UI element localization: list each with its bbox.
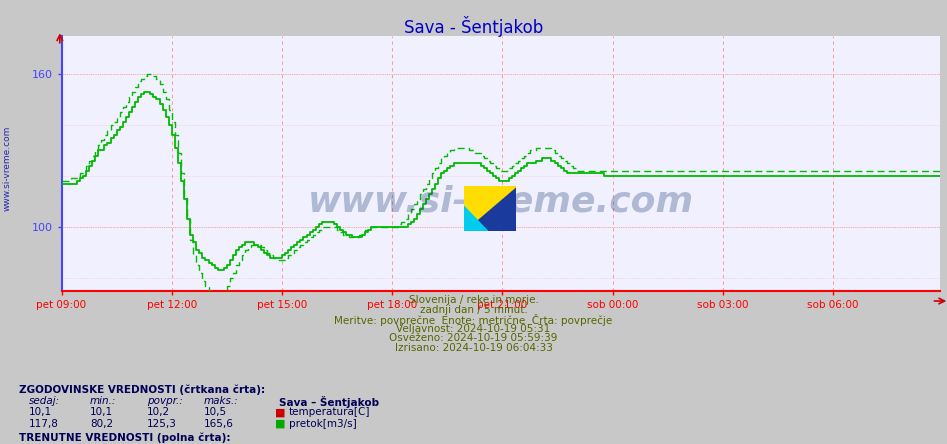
Text: 10,2: 10,2 [147, 407, 170, 417]
Text: Meritve: povprečne  Enote: metrične  Črta: povprečje: Meritve: povprečne Enote: metrične Črta:… [334, 314, 613, 326]
Text: ■: ■ [275, 419, 285, 429]
Text: min.:: min.: [90, 396, 116, 406]
Text: Veljavnost: 2024-10-19 05:31: Veljavnost: 2024-10-19 05:31 [397, 324, 550, 334]
Text: Osveženo: 2024-10-19 05:59:39: Osveženo: 2024-10-19 05:59:39 [389, 333, 558, 344]
Polygon shape [464, 206, 488, 231]
Text: maks.:: maks.: [204, 396, 239, 406]
Text: 10,1: 10,1 [28, 407, 51, 417]
Text: pretok[m3/s]: pretok[m3/s] [289, 419, 357, 429]
Text: povpr.:: povpr.: [147, 396, 183, 406]
Text: 80,2: 80,2 [90, 419, 113, 429]
Text: sedaj:: sedaj: [28, 396, 60, 406]
Text: Slovenija / reke in morje.: Slovenija / reke in morje. [408, 295, 539, 305]
Text: www.si-vreme.com: www.si-vreme.com [308, 184, 694, 218]
Text: 117,8: 117,8 [28, 419, 59, 429]
Text: Sava – Šentjakob: Sava – Šentjakob [279, 396, 380, 408]
Text: 125,3: 125,3 [147, 419, 177, 429]
Text: zadnji dan / 5 minut.: zadnji dan / 5 minut. [420, 305, 527, 315]
Text: Izrisano: 2024-10-19 06:04:33: Izrisano: 2024-10-19 06:04:33 [395, 343, 552, 353]
Text: 165,6: 165,6 [204, 419, 234, 429]
Text: ZGODOVINSKE VREDNOSTI (črtkana črta):: ZGODOVINSKE VREDNOSTI (črtkana črta): [19, 384, 265, 395]
Text: Sava - Šentjakob: Sava - Šentjakob [403, 16, 544, 36]
Polygon shape [464, 186, 516, 231]
Text: www.si-vreme.com: www.si-vreme.com [3, 126, 12, 211]
Polygon shape [464, 186, 516, 231]
Text: TRENUTNE VREDNOSTI (polna črta):: TRENUTNE VREDNOSTI (polna črta): [19, 433, 230, 444]
Text: 10,1: 10,1 [90, 407, 113, 417]
Text: temperatura[C]: temperatura[C] [289, 407, 370, 417]
Text: 10,5: 10,5 [204, 407, 226, 417]
Text: ■: ■ [275, 407, 285, 417]
